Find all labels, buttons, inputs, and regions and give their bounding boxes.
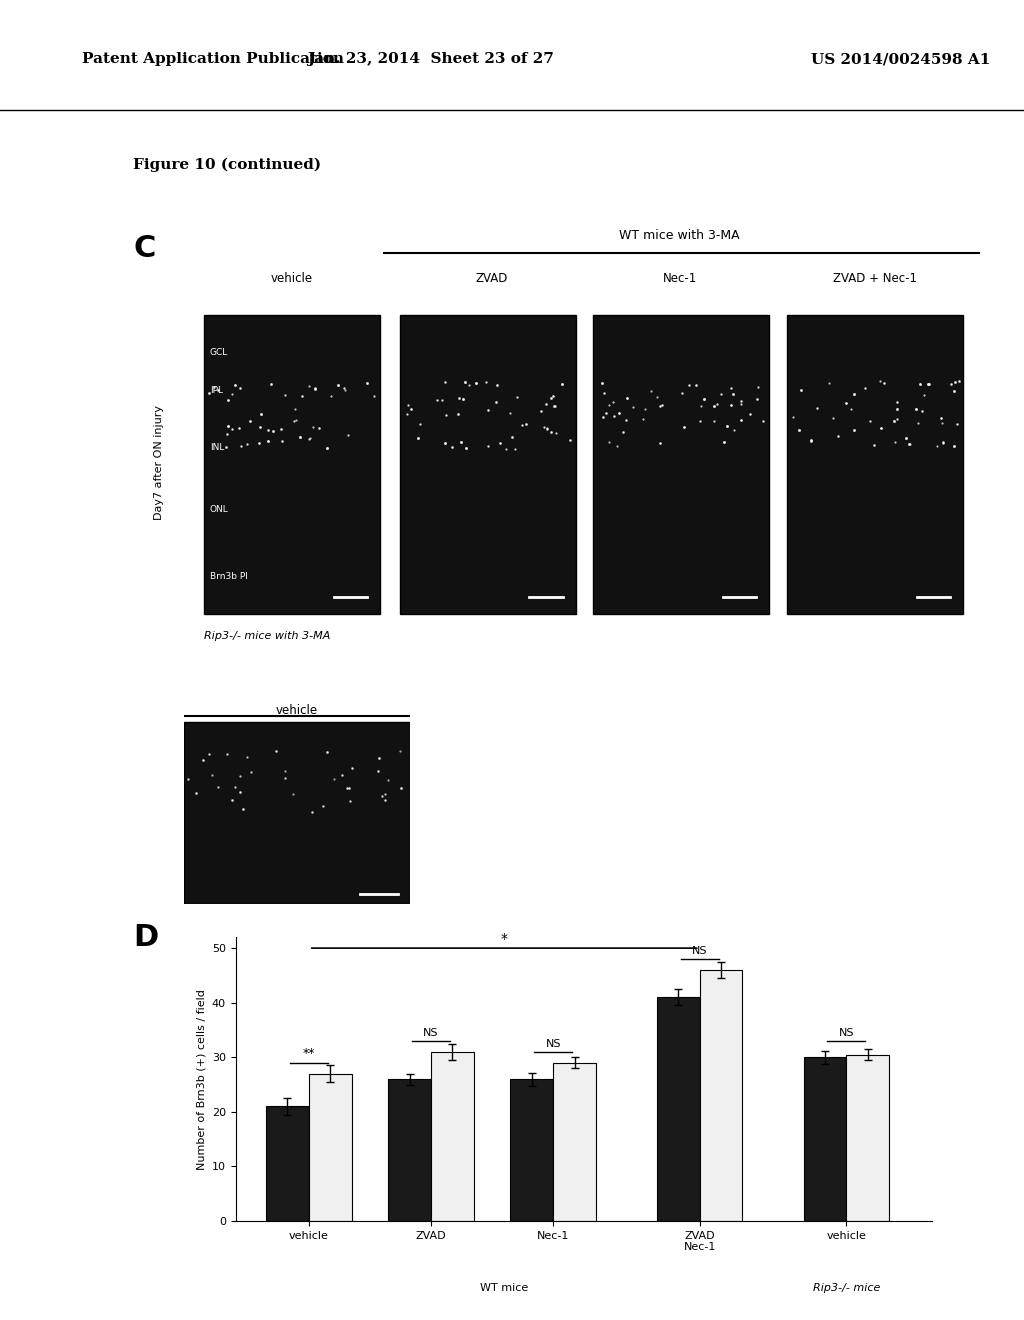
Text: NS: NS bbox=[423, 1028, 438, 1038]
Text: Rip3-/- mice: Rip3-/- mice bbox=[813, 1283, 880, 1294]
Bar bbox=[699, 970, 742, 1221]
Bar bbox=[431, 1052, 474, 1221]
Text: **: ** bbox=[302, 1047, 315, 1060]
Bar bbox=[804, 1057, 846, 1221]
Text: Patent Application Publication: Patent Application Publication bbox=[82, 53, 344, 66]
Text: *: * bbox=[501, 932, 508, 946]
Bar bbox=[553, 1063, 596, 1221]
Bar bbox=[266, 1106, 309, 1221]
Text: Jan. 23, 2014  Sheet 23 of 27: Jan. 23, 2014 Sheet 23 of 27 bbox=[306, 53, 554, 66]
Text: Nec-1: Nec-1 bbox=[663, 272, 696, 285]
Text: C: C bbox=[133, 235, 156, 263]
Text: ZVAD + Nec-1: ZVAD + Nec-1 bbox=[834, 272, 918, 285]
Bar bbox=[593, 314, 769, 614]
Bar bbox=[787, 314, 963, 614]
Text: GCL: GCL bbox=[210, 348, 228, 358]
Text: INL: INL bbox=[210, 444, 224, 453]
Bar bbox=[388, 1080, 431, 1221]
Text: US 2014/0024598 A1: US 2014/0024598 A1 bbox=[811, 53, 991, 66]
Text: D: D bbox=[133, 923, 159, 952]
Bar bbox=[184, 722, 410, 904]
Text: Figure 10 (continued): Figure 10 (continued) bbox=[133, 158, 322, 172]
Text: vehicle: vehicle bbox=[271, 272, 313, 285]
Bar bbox=[846, 1055, 889, 1221]
Bar bbox=[205, 314, 380, 614]
Text: NS: NS bbox=[839, 1028, 854, 1038]
Bar bbox=[510, 1080, 553, 1221]
Text: Brn3b PI: Brn3b PI bbox=[210, 572, 248, 581]
Y-axis label: Number of Brn3b (+) cells / field: Number of Brn3b (+) cells / field bbox=[197, 989, 206, 1170]
Text: Day7 after ON injury: Day7 after ON injury bbox=[154, 404, 164, 520]
Bar bbox=[657, 997, 699, 1221]
Text: Rip3-/- mice with 3-MA: Rip3-/- mice with 3-MA bbox=[205, 631, 331, 640]
Text: NS: NS bbox=[546, 1039, 561, 1049]
Text: ZVAD: ZVAD bbox=[475, 272, 508, 285]
Text: WT mice with 3-MA: WT mice with 3-MA bbox=[620, 230, 739, 242]
Text: IPL: IPL bbox=[210, 387, 223, 395]
Bar bbox=[309, 1073, 351, 1221]
Text: NS: NS bbox=[692, 946, 708, 956]
Text: vehicle: vehicle bbox=[275, 704, 318, 717]
Text: WT mice: WT mice bbox=[480, 1283, 528, 1294]
Text: ONL: ONL bbox=[210, 506, 228, 513]
Bar bbox=[400, 314, 575, 614]
